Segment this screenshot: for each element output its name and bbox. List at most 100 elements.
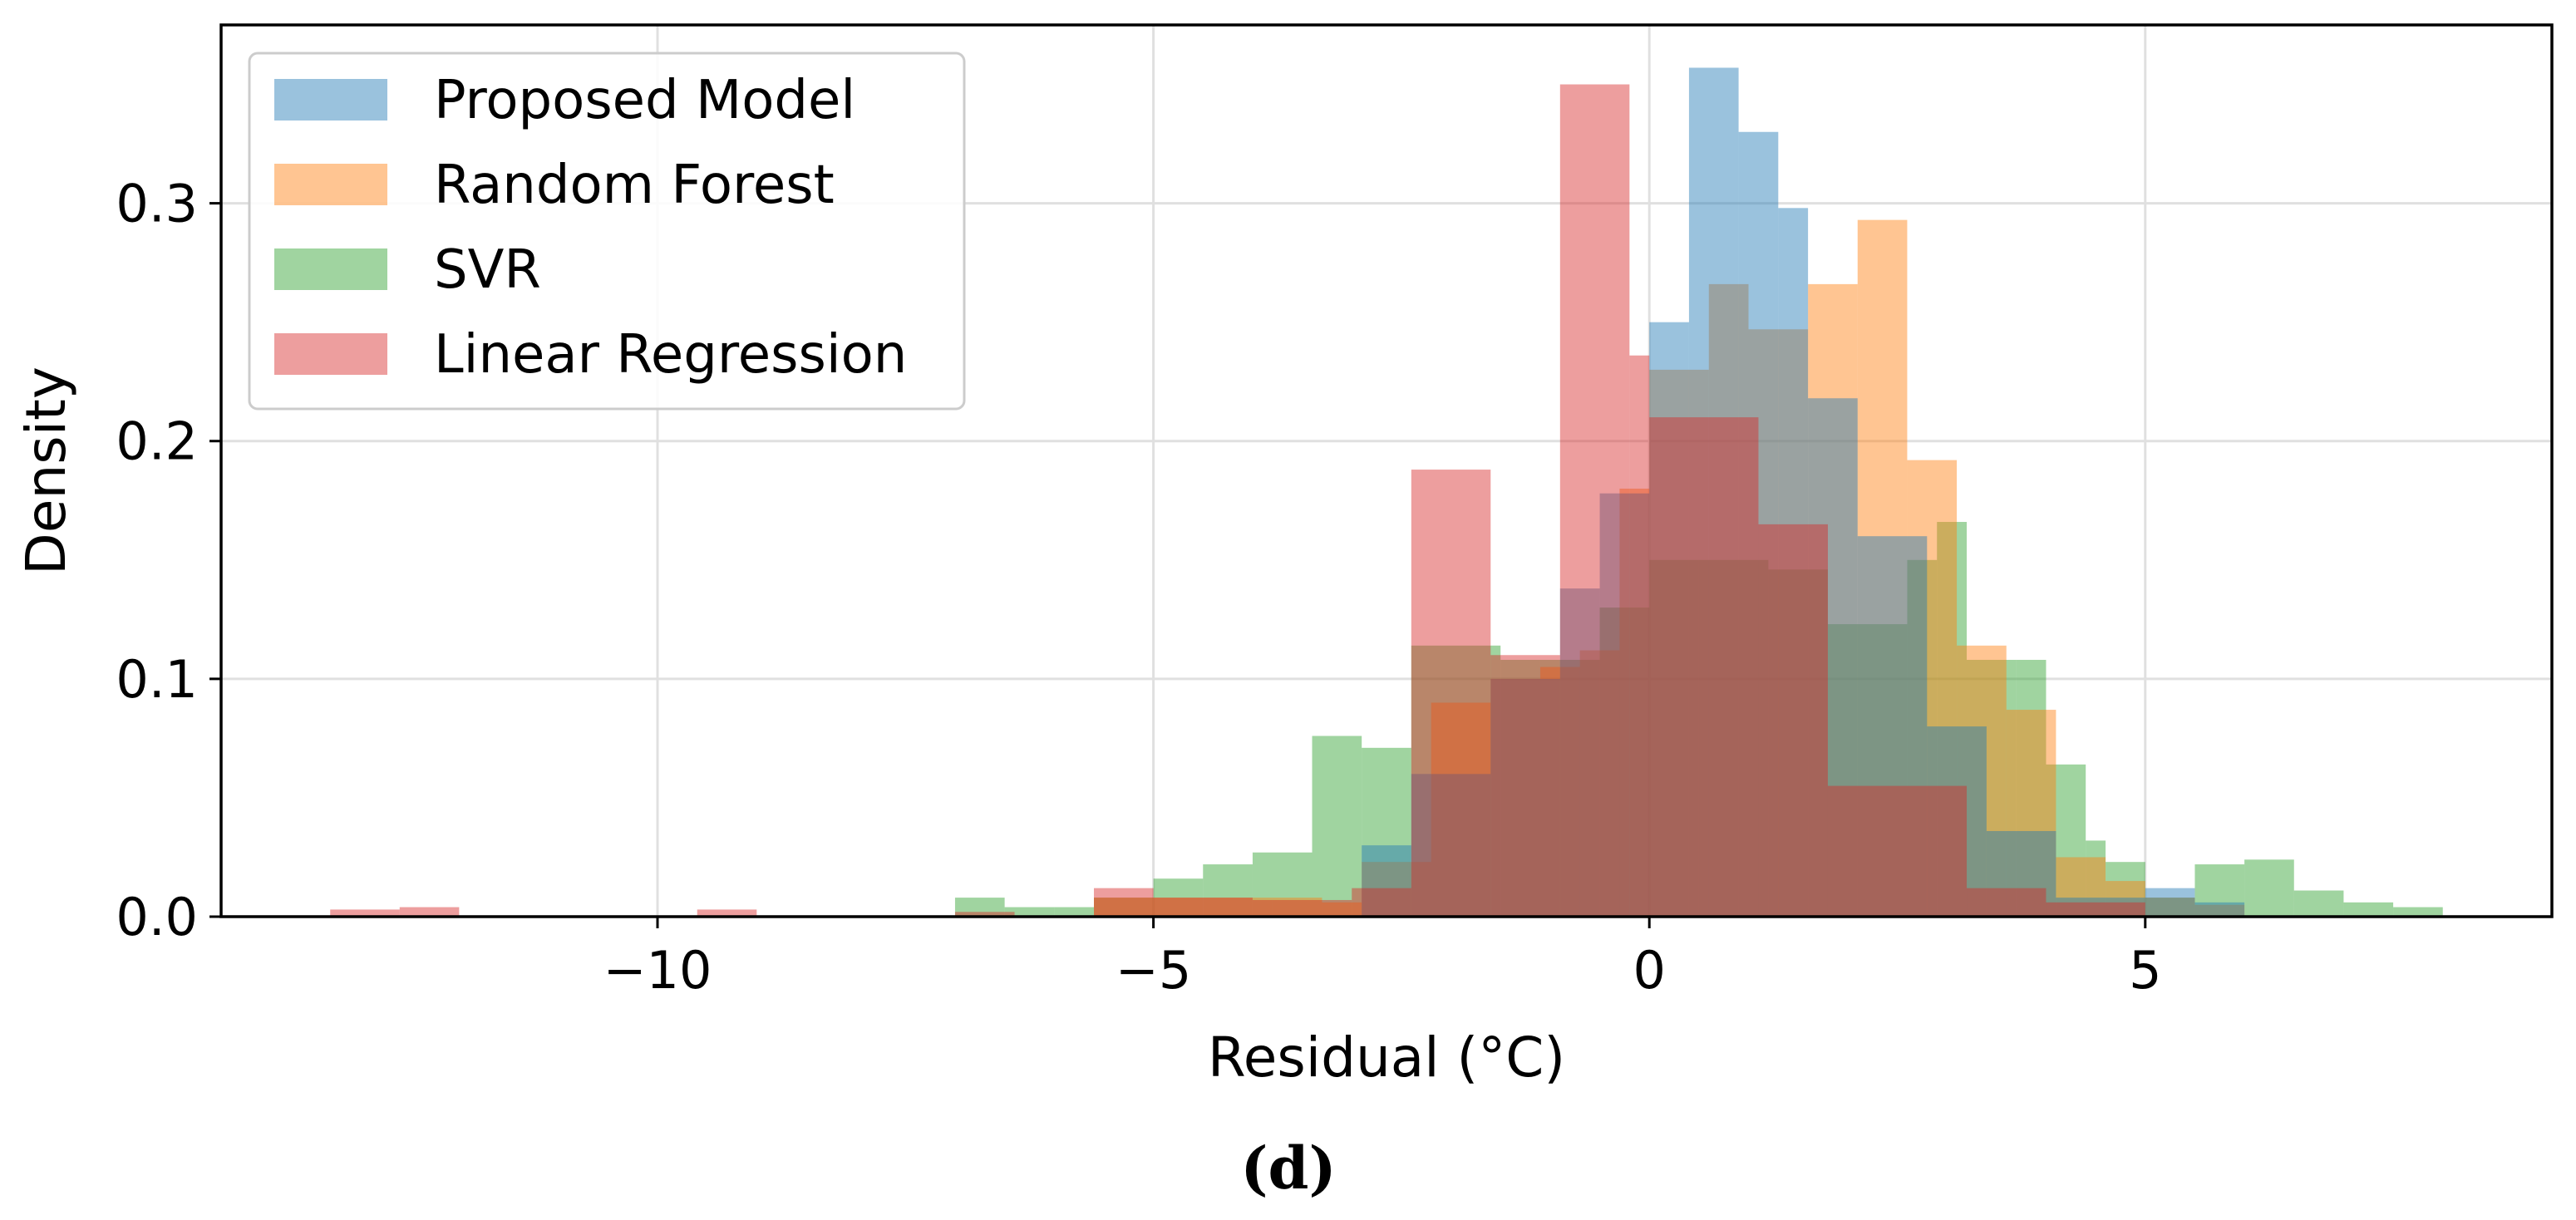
bar-proposed-model xyxy=(1559,588,1600,917)
x-axis-label: Residual (°C) xyxy=(1208,1026,1565,1090)
bar-random-forest xyxy=(1957,645,2007,917)
bar-linear-regression xyxy=(1967,888,2047,917)
bar-linear-regression xyxy=(1827,785,1968,917)
bar-svr xyxy=(2393,907,2443,917)
bar-random-forest xyxy=(1094,898,1154,917)
bar-proposed-model xyxy=(2194,902,2245,917)
bar-proposed-model xyxy=(1688,67,1739,917)
y-tick-label: 0.3 xyxy=(116,174,198,234)
series-proposed-model xyxy=(1362,67,2245,917)
legend-item-linear-regression: Linear Regression xyxy=(274,324,907,386)
bar-svr xyxy=(1937,522,1968,917)
bar-svr xyxy=(2016,659,2047,917)
bar-svr xyxy=(2244,859,2294,917)
bar-svr xyxy=(2145,898,2195,917)
bar-svr xyxy=(1362,747,1411,917)
bar-random-forest xyxy=(1203,898,1273,917)
axis-ticks: −10 −5 0 5 0.0 0.1 0.2 0.3 xyxy=(116,174,2161,1001)
bar-random-forest xyxy=(1272,898,1322,917)
bar-proposed-model xyxy=(2145,888,2195,917)
legend-swatch xyxy=(274,333,387,375)
bar-svr xyxy=(1827,624,1908,917)
bar-svr xyxy=(1411,645,1501,917)
legend-swatch xyxy=(274,164,387,205)
bar-linear-regression xyxy=(697,909,757,917)
bar-linear-regression xyxy=(1559,84,1630,917)
y-axis-label: Density xyxy=(14,366,78,575)
bar-linear-regression xyxy=(954,912,1015,917)
bar-linear-regression xyxy=(1758,524,1828,917)
bar-random-forest xyxy=(1808,283,1858,917)
legend-item-random-forest: Random Forest xyxy=(274,155,835,216)
legend: Proposed Model Random Forest SVR Linear Reg… xyxy=(248,52,966,411)
bar-svr xyxy=(1500,659,1540,917)
legend-swatch xyxy=(274,248,387,290)
bar-proposed-model xyxy=(1599,493,1650,917)
x-tick-label: 0 xyxy=(1633,940,1665,1001)
bar-svr xyxy=(1698,559,1769,917)
y-tick-label: 0.0 xyxy=(116,887,198,947)
bar-random-forest xyxy=(2106,881,2145,917)
bar-svr xyxy=(1907,559,1938,917)
legend-swatch xyxy=(274,79,387,121)
panel-label: (d) xyxy=(1240,1134,1336,1203)
bar-linear-regression xyxy=(1094,888,1154,917)
bar-random-forest xyxy=(1362,862,1431,917)
bar-svr xyxy=(1094,898,1154,917)
bar-svr xyxy=(1153,878,1204,917)
bar-random-forest xyxy=(1579,650,1620,917)
bar-random-forest xyxy=(1748,329,1809,917)
bar-random-forest xyxy=(1907,460,1958,917)
histogram-bars xyxy=(330,67,2443,917)
x-tick-label: 5 xyxy=(2129,940,2161,1001)
bar-svr xyxy=(1004,907,1055,917)
bar-random-forest xyxy=(1431,702,1491,917)
bar-random-forest xyxy=(1649,369,1709,917)
bar-random-forest xyxy=(1708,283,1749,917)
bar-linear-regression xyxy=(1490,655,1560,917)
bar-random-forest xyxy=(1619,488,1650,917)
x-tick-label: −5 xyxy=(1116,940,1191,1001)
series-svr xyxy=(954,522,2443,917)
bar-svr xyxy=(2086,840,2106,917)
bar-random-forest xyxy=(2056,857,2106,917)
bar-svr xyxy=(1312,735,1362,917)
bar-svr xyxy=(2293,890,2344,917)
bar-linear-regression xyxy=(1252,899,1352,917)
bar-random-forest xyxy=(1490,678,1540,917)
bar-linear-regression xyxy=(1649,417,1759,917)
y-tick-label: 0.1 xyxy=(116,649,198,710)
bar-svr xyxy=(1967,659,2017,917)
bar-svr xyxy=(1054,907,1095,917)
y-tick-label: 0.2 xyxy=(116,411,198,472)
bar-linear-regression xyxy=(399,907,460,917)
bar-proposed-model xyxy=(2056,898,2145,917)
bar-proposed-model xyxy=(1738,131,1779,917)
plot-frame xyxy=(219,23,2554,918)
bar-random-forest xyxy=(1857,219,1908,917)
bar-svr xyxy=(1599,608,1650,917)
bar-proposed-model xyxy=(1778,208,1809,917)
bar-linear-regression xyxy=(2046,902,2145,917)
bar-linear-regression xyxy=(330,909,400,917)
bar-svr xyxy=(2194,864,2245,917)
bar-random-forest xyxy=(2194,904,2245,917)
legend-box xyxy=(248,52,966,411)
bar-proposed-model xyxy=(1927,726,1987,917)
bar-linear-regression xyxy=(1153,898,1253,917)
bar-linear-regression xyxy=(1352,888,1411,917)
bar-svr xyxy=(2046,764,2086,917)
bar-proposed-model xyxy=(1490,678,1560,917)
legend-label: Proposed Model xyxy=(434,70,855,131)
bar-svr xyxy=(1252,852,1313,917)
bar-proposed-model xyxy=(1808,398,1858,917)
bar-random-forest xyxy=(1322,902,1362,917)
bar-proposed-model xyxy=(1857,536,1928,917)
legend-label: SVR xyxy=(434,239,541,301)
bar-proposed-model xyxy=(1411,774,1491,917)
bar-random-forest xyxy=(2145,898,2195,917)
series-linear-regression xyxy=(330,84,2145,917)
bar-random-forest xyxy=(1539,667,1580,917)
